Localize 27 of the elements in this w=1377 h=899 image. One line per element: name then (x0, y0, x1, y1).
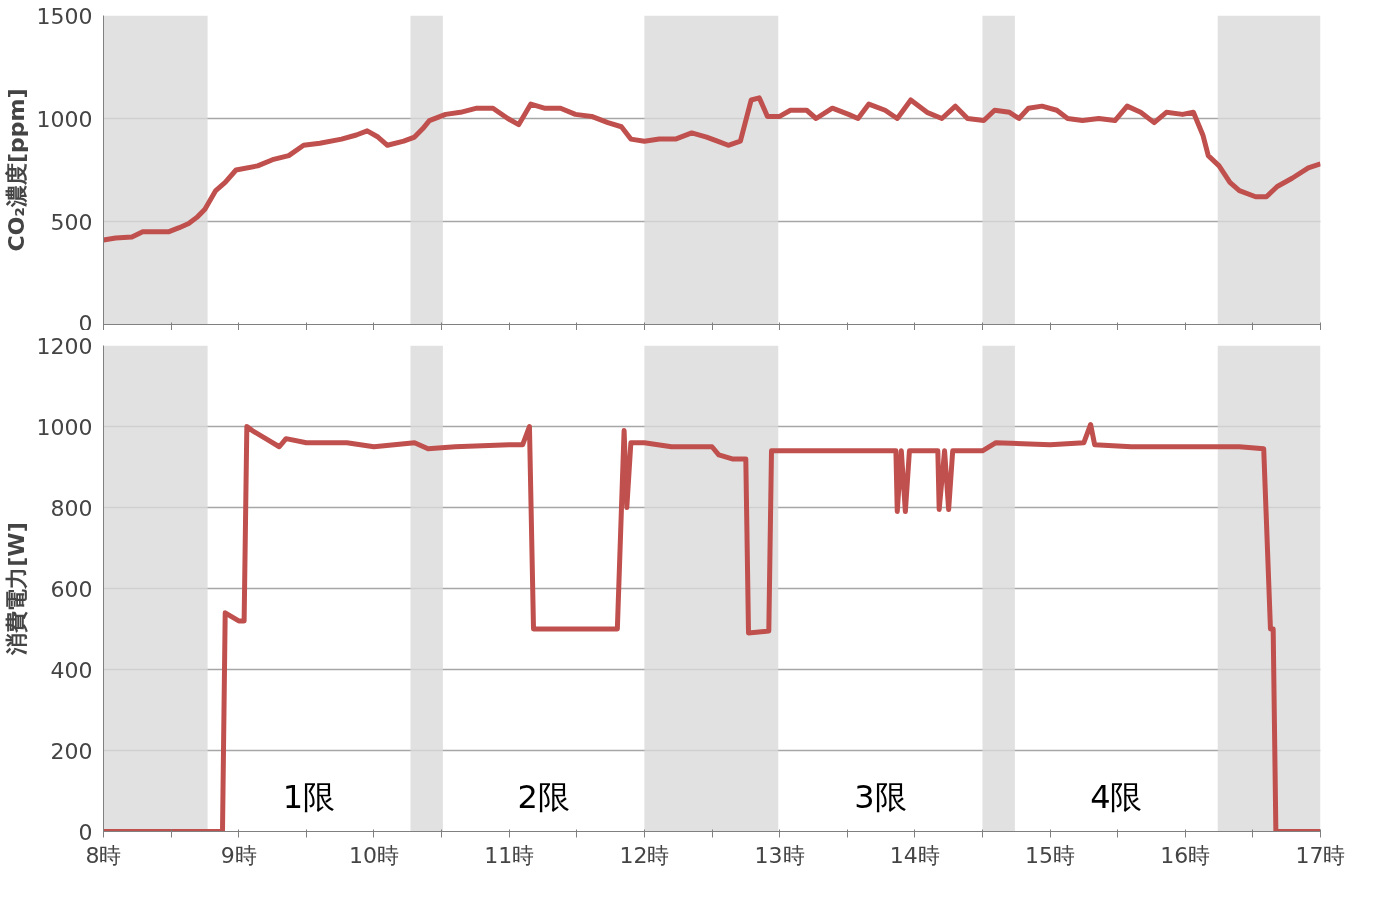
y-tick-label: 400 (50, 657, 93, 683)
x-tick-label: 16時 (1160, 842, 1211, 868)
annotation: 3限 (854, 778, 907, 817)
y-tick-label: 500 (50, 209, 93, 235)
y-tick-label: 1000 (36, 106, 93, 132)
y-tick-label: 1200 (36, 333, 93, 359)
y-tick-label: 200 (50, 738, 93, 764)
y-axis-title: 消費電力[W] (3, 522, 29, 656)
y-axis-title: CO₂濃度[ppm] (3, 88, 29, 252)
x-tick-label: 13時 (754, 842, 805, 868)
x-tick-label: 9時 (220, 842, 257, 868)
y-tick-label: 0 (78, 310, 93, 336)
x-tick-label: 11時 (484, 842, 535, 868)
annotation: 4限 (1090, 778, 1143, 817)
y-tick-label: 800 (50, 495, 93, 521)
y-tick-label: 1500 (36, 3, 93, 29)
y-tick-label: 0 (78, 819, 93, 845)
y-tick-label: 600 (50, 576, 93, 602)
annotation: 1限 (282, 778, 336, 817)
y-tick-label: 1000 (36, 414, 93, 440)
x-tick-label: 12時 (619, 842, 670, 868)
annotation: 2限 (517, 778, 570, 817)
x-tick-label: 17時 (1295, 842, 1346, 868)
x-tick-label: 15時 (1025, 842, 1076, 868)
x-tick-label: 10時 (348, 842, 399, 868)
x-tick-label: 8時 (85, 842, 122, 868)
x-tick-label: 14時 (889, 842, 940, 868)
